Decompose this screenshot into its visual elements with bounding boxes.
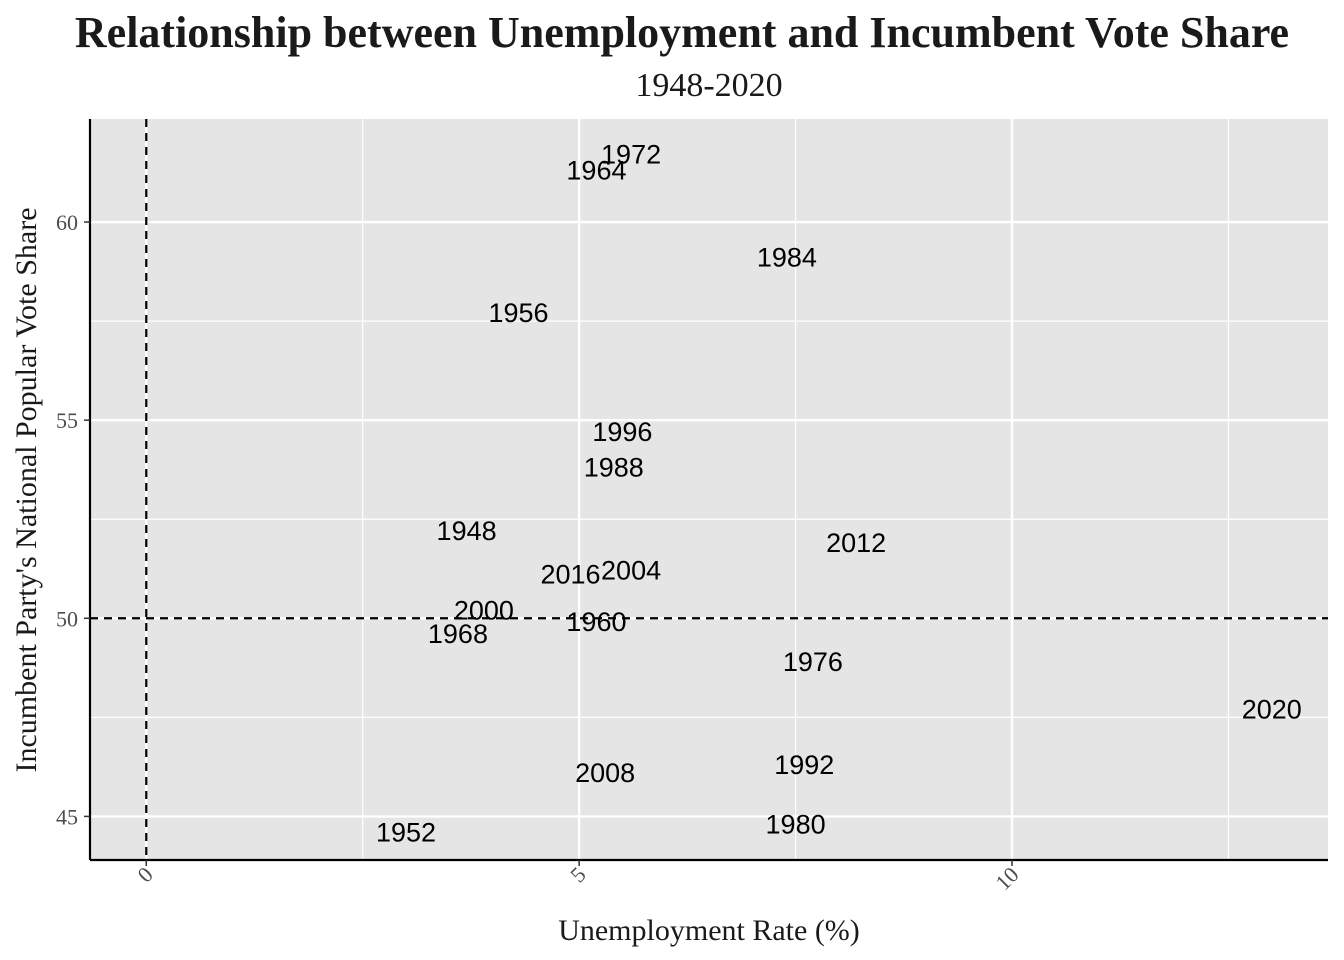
point-label: 2000 [454,595,514,625]
reference-lines [90,119,1328,860]
point-label: 1988 [584,453,644,483]
point-label: 1964 [566,156,626,186]
x-axis-ticks: 0 5 10 [132,860,1024,895]
point-label: 2020 [1242,694,1302,724]
point-label: 1956 [488,298,548,328]
x-tick-label: 5 [565,862,590,887]
y-tick-label: 45 [56,804,78,829]
point-label: 1984 [757,243,817,273]
point-label: 1980 [766,809,826,839]
point-label: 2008 [575,758,635,788]
grid-lines [90,119,1328,860]
y-tick-label: 50 [56,606,78,631]
point-label: 2012 [826,528,886,558]
point-label: 1996 [592,417,652,447]
point-label: 2016 [540,560,600,590]
point-label: 1952 [376,817,436,847]
point-label: 1972 [601,140,661,170]
plot-panel [90,119,1328,860]
y-axis-title: Incumbent Party's National Popular Vote … [10,207,43,772]
x-tick-label: 10 [990,862,1023,895]
point-label: 1968 [428,619,488,649]
y-tick-label: 55 [56,408,78,433]
point-label: 1960 [566,607,626,637]
y-axis-ticks: 45 50 55 60 [56,210,90,829]
chart-subtitle: 1948-2020 [635,67,782,104]
point-label: 1948 [437,516,497,546]
point-label: 2004 [601,556,661,586]
chart-title: Relationship between Unemployment and In… [75,8,1289,57]
x-tick-label: 0 [132,862,157,887]
point-label: 1976 [783,647,843,677]
x-axis-title: Unemployment Rate (%) [558,914,860,947]
axes [88,119,1328,862]
point-labels: 1948 1952 1956 1960 1964 1968 1972 1976 1980 1984… [376,140,1302,848]
point-label: 1992 [774,750,834,780]
y-tick-label: 60 [56,210,78,235]
